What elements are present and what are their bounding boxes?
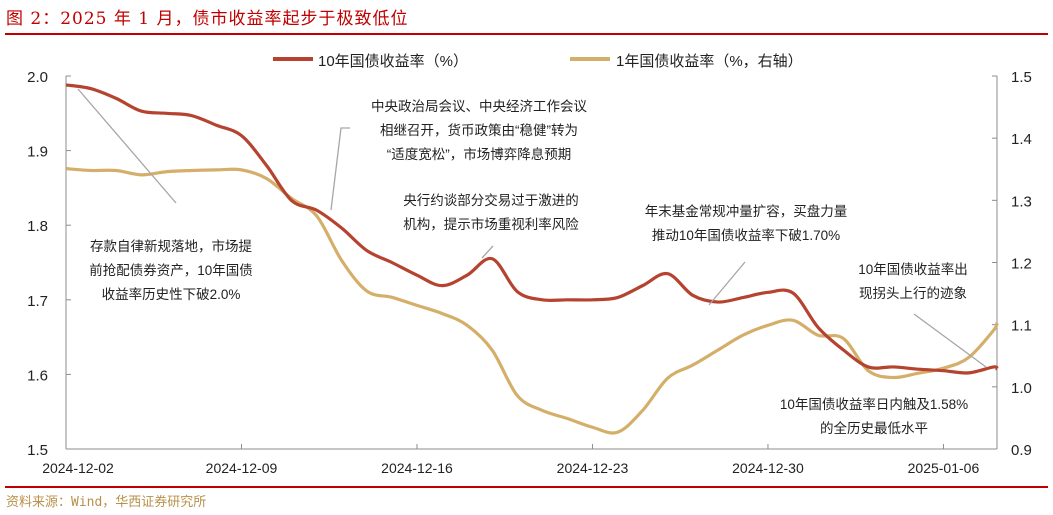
annotation-text: 央行约谈部分交易过于激进的 [403, 192, 579, 208]
annotation-text: 中央政治局会议、中央经济工作会议 [371, 99, 587, 114]
series-10y-line [65, 83, 999, 375]
annotation-leader-line [913, 313, 987, 368]
x-tick-label: 2024-12-02 [42, 460, 114, 476]
annotation-text: 存款自律新规落地，市场提 [90, 238, 252, 254]
right-tick-label: 1.0 [1011, 380, 1032, 397]
right-tick-label: 1.5 [1011, 69, 1032, 86]
right-tick-label: 1.2 [1011, 256, 1032, 273]
left-tick-label: 1.5 [27, 442, 48, 459]
annotation-text: 10年国债收益率出 [858, 261, 968, 277]
left-tick-label: 1.6 [27, 367, 48, 384]
annotation-leader-line [708, 261, 746, 306]
right-tick-label: 0.9 [1011, 442, 1032, 459]
annotation-text: “适度宽松”，市场博弈降息预期 [387, 146, 572, 162]
figure-title: 图 2：2025 年 1 月，债市收益率起步于极致低位 [6, 9, 409, 29]
right-tick-label: 1.1 [1011, 318, 1032, 335]
annotation-text: 机构，提示市场重视利率风险 [403, 216, 579, 232]
x-tick-label: 2024-12-23 [557, 460, 629, 476]
left-tick-label: 1.7 [27, 293, 48, 310]
right-tick-label: 1.4 [1011, 131, 1032, 148]
x-tick-label: 2024-12-09 [206, 460, 278, 476]
annotation-text: 收益率历史性下破2.0% [102, 286, 241, 302]
footer-divider [5, 486, 1048, 488]
annotation-text: 年末基金常规冲量扩容，买盘力量 [645, 203, 848, 219]
left-tick-label: 2.0 [27, 69, 48, 86]
annotation-leader-line [77, 88, 177, 204]
legend-label-10y: 10年国债收益率（%） [318, 53, 468, 70]
left-tick-label: 1.9 [27, 144, 48, 161]
x-tick-label: 2024-12-16 [381, 460, 453, 476]
annotation-leader-line [481, 245, 494, 259]
annotation-text: 10年国债收益率日内触及1.58% [780, 396, 968, 412]
legend-label-1y: 1年国债收益率（%，右轴） [616, 53, 803, 70]
source-note: 资料来源：Wind，华西证券研究所 [6, 495, 207, 510]
yield-chart: 1.51.61.71.81.92.00.91.01.11.21.31.41.52… [27, 53, 1032, 476]
annotation-text: 前抢配债券资产，10年国债 [89, 262, 253, 278]
annotation-leader-line [330, 127, 350, 211]
left-tick-label: 1.8 [27, 218, 48, 235]
annotation-text: 的全历史最低水平 [820, 420, 928, 436]
x-tick-label: 2025-01-06 [908, 460, 980, 476]
x-tick-label: 2024-12-30 [732, 460, 804, 476]
annotation-text: 相继召开，货币政策由“稳健”转为 [380, 122, 578, 138]
title-divider [5, 33, 1048, 35]
right-tick-label: 1.3 [1011, 193, 1032, 210]
annotation-text: 推动10年国债收益率下破1.70% [652, 227, 840, 243]
annotation-text: 现拐头上行的迹象 [859, 286, 967, 301]
